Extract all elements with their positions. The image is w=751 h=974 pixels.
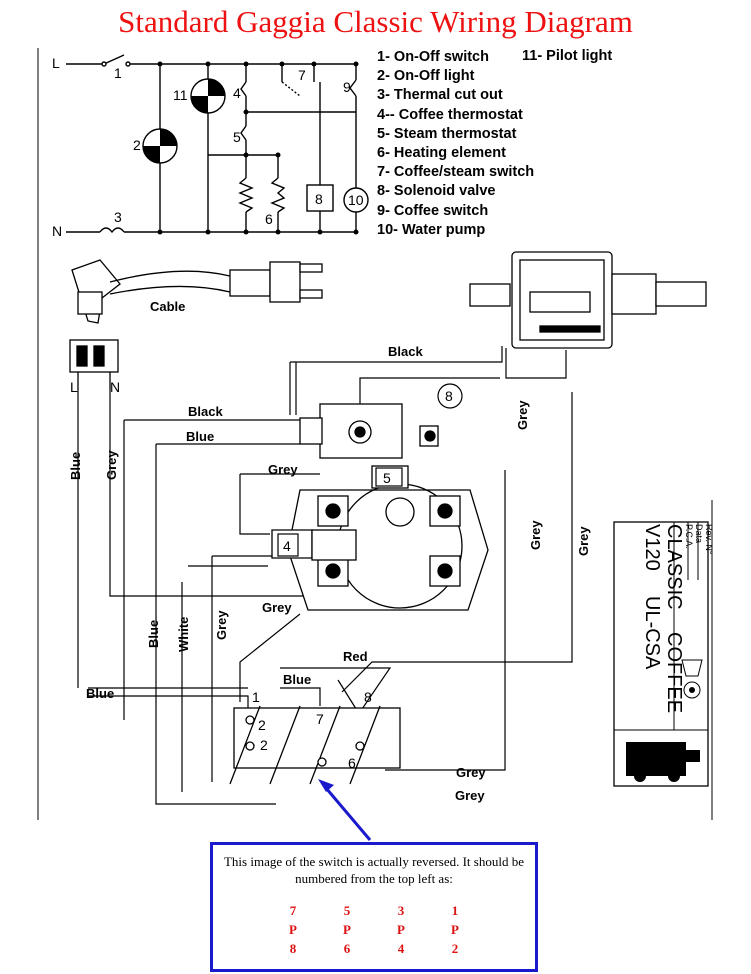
wire-label-black: Black xyxy=(388,344,423,359)
cable-label: Cable xyxy=(150,299,185,314)
wire-label-grey: Grey xyxy=(455,788,485,803)
coffee-machine-logo xyxy=(626,742,700,782)
wiring-lines xyxy=(77,346,573,805)
line-label: L xyxy=(52,55,60,71)
wire-label-red: Red xyxy=(343,649,368,664)
stamp-model: CLASSIC xyxy=(663,524,685,610)
component-legend: 1- On-Off switch 2- On-Off light 3- Ther… xyxy=(377,48,534,240)
switch-block xyxy=(229,705,401,785)
legend-item: 4-- Coffee thermostat xyxy=(377,106,523,123)
schematic-number: 5 xyxy=(233,129,241,145)
wire-label-blue: Blue xyxy=(86,686,114,701)
plug-pin-label: L xyxy=(70,379,78,395)
schematic-number: 2 xyxy=(133,137,141,153)
grid-cell: P xyxy=(451,922,459,937)
wire-label-grey: Grey xyxy=(262,600,292,615)
wire-label-grey: Grey xyxy=(456,765,486,780)
grid-cell: 5 xyxy=(343,903,351,918)
page-title: Standard Gaggia Classic Wiring Diagram xyxy=(118,4,633,39)
callout-number: 8 xyxy=(445,388,453,404)
grid-row: 7 5 3 1 xyxy=(285,903,463,922)
on-off-light-2 xyxy=(142,128,178,164)
plug-pin-label: N xyxy=(110,379,120,395)
stamp-version: V120 xyxy=(641,524,663,571)
title-block-stamp: Rev. N° Data P.C.A. CLASSIC COFFEE V120 … xyxy=(612,520,712,788)
grid-cell: 1 xyxy=(451,903,459,918)
switch-terminal: 7 xyxy=(316,711,324,727)
wire-label-white: White xyxy=(176,617,191,652)
schematic-number: 1 xyxy=(114,65,122,81)
stamp-version: UL-CSA xyxy=(641,596,663,670)
legend-item: 9- Coffee switch xyxy=(377,202,489,219)
wire-label-blue: Blue xyxy=(68,452,83,480)
boiler-block xyxy=(271,465,489,611)
schematic-number: 4 xyxy=(233,85,241,101)
switch-terminal: 2 xyxy=(260,737,268,753)
schematic-number: 8 xyxy=(315,191,323,207)
switch-numbering-grid: 7 5 3 1 P P P P 8 6 4 2 xyxy=(285,903,463,960)
solenoid-valve-8 xyxy=(299,403,439,459)
legend-item: 3- Thermal cut out xyxy=(377,87,503,104)
schematic-number: 9 xyxy=(343,79,351,95)
junction-dots xyxy=(157,61,359,235)
grid-cell: 2 xyxy=(451,941,459,956)
grid-cell: 8 xyxy=(289,941,297,956)
callout-4: 4 xyxy=(277,533,299,557)
legend-item: 2- On-Off light xyxy=(377,68,475,85)
grid-row: P P P P xyxy=(285,922,463,941)
wire-label-grey: Grey xyxy=(214,610,229,640)
grid-cell: 7 xyxy=(289,903,297,918)
stamp-pca: P.C.A. xyxy=(684,524,694,549)
legend-item: 7- Coffee/steam switch xyxy=(377,164,535,181)
wire-label-blue: Blue xyxy=(146,620,161,648)
callout-8: 8 xyxy=(437,383,463,409)
wire-label-grey: Grey xyxy=(528,520,543,550)
switch-terminal: 1 xyxy=(252,689,260,705)
grid-cell: 4 xyxy=(397,941,405,956)
legend-item: 1- On-Off switch xyxy=(377,49,489,65)
legend-item: 6- Heating element xyxy=(377,145,506,162)
note-arrow xyxy=(318,779,372,841)
grid-cell: 3 xyxy=(397,903,405,918)
wire-label-grey: Grey xyxy=(515,400,530,430)
callout-number: 4 xyxy=(283,538,291,554)
schematic-number: 10 xyxy=(348,192,364,208)
wire-label-black: Black xyxy=(188,404,223,419)
wire-label-grey: Grey xyxy=(104,450,119,480)
stamp-data: Data xyxy=(694,524,704,543)
stamp-model: COFFEE xyxy=(663,632,685,713)
wire-label-grey: Grey xyxy=(268,462,298,477)
legend-item-11: 11- Pilot light xyxy=(522,48,613,64)
grid-row: 8 6 4 2 xyxy=(285,941,463,960)
switch-note-box: This image of the switch is actually rev… xyxy=(210,842,538,972)
stamp-rev: Rev. N° xyxy=(704,524,712,555)
callout-number: 5 xyxy=(383,470,391,486)
callout-5: 5 xyxy=(375,467,403,487)
switch-note-text: This image of the switch is actually rev… xyxy=(223,854,524,886)
grid-cell: P xyxy=(289,922,297,937)
grid-cell: P xyxy=(397,922,405,937)
water-pump xyxy=(469,251,707,349)
schematic-number: 6 xyxy=(265,211,273,227)
grid-cell: 6 xyxy=(343,941,351,956)
legend-item: 8- Solenoid valve xyxy=(377,183,496,200)
neutral-label: N xyxy=(52,223,62,239)
legend-item: 10- Water pump xyxy=(377,221,486,238)
switch-terminal: 8 xyxy=(364,689,372,705)
schematic-number: 7 xyxy=(298,67,306,83)
legend-item: 5- Steam thermostat xyxy=(377,125,517,142)
schematic-number: 11 xyxy=(173,87,188,103)
wire-label-blue: Blue xyxy=(283,672,311,687)
switch-terminal: 6 xyxy=(348,755,356,771)
switch-terminal: 2 xyxy=(258,717,266,733)
pilot-light-11 xyxy=(190,78,226,114)
grid-cell: P xyxy=(343,922,351,937)
wire-label-blue: Blue xyxy=(186,429,214,444)
power-cable xyxy=(69,259,323,390)
wire-label-grey: Grey xyxy=(576,526,591,556)
schematic-number: 3 xyxy=(114,209,122,225)
